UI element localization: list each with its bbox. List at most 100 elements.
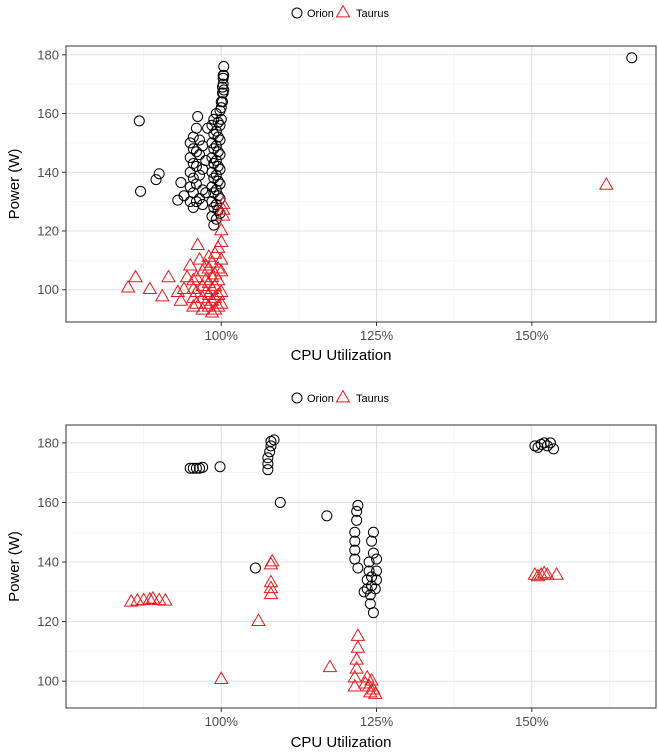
taurus-point — [179, 269, 195, 283]
orion-point — [626, 52, 638, 64]
y-tick-label: 100 — [37, 282, 59, 297]
taurus-point — [251, 613, 266, 626]
taurus-point — [264, 553, 280, 567]
taurus-point — [213, 263, 229, 277]
orion-point — [214, 178, 226, 190]
taurus-point — [213, 295, 229, 309]
orion-point — [217, 78, 229, 90]
grid-2 — [66, 425, 656, 708]
orion-point — [215, 102, 227, 114]
legend-2: Orion Taurus — [291, 389, 390, 405]
orion-point — [187, 143, 199, 155]
y-tick-label: 160 — [37, 106, 59, 121]
taurus-point — [347, 678, 363, 692]
taurus-point — [213, 234, 229, 248]
orion-point — [187, 462, 199, 474]
orion-point — [194, 169, 206, 181]
orion-point — [541, 440, 553, 452]
taurus-point — [192, 251, 207, 265]
x-tick-label: 125% — [360, 714, 394, 729]
legend-orion-circle-icon — [291, 392, 303, 404]
orion-point — [268, 434, 280, 446]
panel-border-1 — [65, 45, 657, 323]
orion-point — [369, 583, 381, 595]
orion-point — [212, 146, 224, 158]
taurus-point — [350, 628, 366, 641]
taurus-point — [190, 237, 206, 250]
taurus-point — [154, 288, 170, 302]
taurus-point — [530, 568, 546, 582]
legend-orion-label: Orion — [307, 393, 334, 405]
taurus-point — [549, 567, 564, 580]
orion-point — [363, 556, 375, 568]
series-orion-1 — [133, 52, 638, 231]
orion-point — [214, 461, 226, 473]
taurus-point — [201, 248, 217, 262]
orion-point — [349, 535, 361, 547]
taurus-point — [204, 254, 220, 268]
legend-taurus-triangle-icon — [335, 4, 351, 18]
y-tick-label: 100 — [37, 674, 59, 689]
panel-2: Orion Taurus 100% 125% 150% 100 120 140 160 180 CP… — [6, 389, 657, 751]
series-taurus-2 — [123, 553, 564, 699]
taurus-point — [539, 567, 555, 580]
orion-point — [218, 84, 230, 96]
y-tick-label: 140 — [37, 555, 59, 570]
y-tick-label: 180 — [37, 47, 59, 62]
orion-point — [367, 526, 379, 538]
grid-1 — [66, 46, 656, 322]
taurus-point — [367, 686, 383, 699]
taurus-point — [213, 222, 229, 236]
orion-point — [208, 219, 220, 231]
orion-point — [351, 505, 363, 517]
taurus-point — [215, 196, 231, 209]
orion-point — [214, 119, 226, 131]
orion-point — [214, 149, 226, 161]
taurus-point — [213, 284, 229, 297]
y-axis-title: Power (W) — [6, 531, 23, 602]
orion-point — [352, 562, 364, 574]
y-axis-title: Power (W) — [6, 149, 23, 220]
taurus-point — [347, 669, 363, 683]
orion-point — [218, 69, 230, 81]
orion-point — [212, 131, 224, 143]
taurus-point — [598, 177, 614, 190]
orion-point — [352, 499, 364, 511]
x-axis-title: CPU Utilization — [291, 734, 392, 751]
x-tick-label: 100% — [205, 328, 239, 343]
orion-point — [200, 155, 212, 167]
legend-taurus-label: Taurus — [356, 393, 390, 405]
taurus-point — [198, 257, 214, 271]
y-tick-label: 180 — [37, 435, 59, 450]
orion-point — [214, 163, 226, 175]
taurus-point — [213, 671, 229, 685]
taurus-point — [366, 681, 381, 695]
legend-1: Orion Taurus — [291, 4, 390, 20]
taurus-point — [173, 293, 189, 306]
orion-point — [349, 526, 361, 538]
orion-point — [367, 547, 379, 559]
orion-point — [262, 458, 274, 470]
orion-point — [212, 160, 224, 172]
orion-point — [351, 514, 363, 526]
legend-orion-circle-icon — [291, 7, 303, 19]
taurus-point — [536, 565, 552, 579]
orion-point — [249, 562, 261, 574]
orion-point — [197, 140, 209, 152]
y-tick-label: 120 — [37, 614, 59, 629]
taurus-point — [210, 287, 226, 300]
taurus-point — [120, 279, 136, 293]
taurus-point — [210, 272, 226, 286]
orion-point — [200, 187, 212, 199]
orion-point — [274, 496, 286, 508]
taurus-point — [362, 684, 378, 698]
orion-point — [371, 553, 383, 565]
x-tick-label: 150% — [515, 714, 549, 729]
orion-point — [206, 119, 218, 131]
taurus-point — [158, 592, 173, 606]
taurus-point — [170, 284, 186, 297]
orion-point — [197, 199, 209, 211]
orion-point — [212, 190, 224, 202]
orion-point — [265, 440, 277, 452]
